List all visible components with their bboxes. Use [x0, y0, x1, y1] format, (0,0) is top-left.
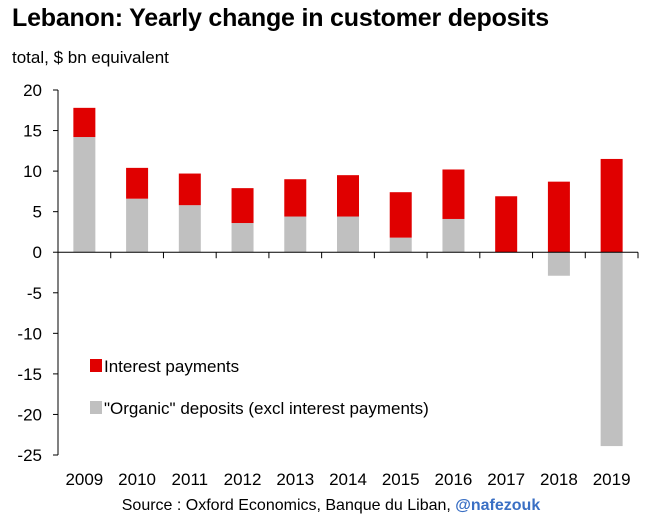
y-tick-label: -25	[17, 446, 42, 465]
y-tick-label: 10	[23, 162, 42, 181]
bar-organic-2014	[337, 216, 359, 253]
bar-interest-2017	[495, 196, 518, 253]
y-tick-label: -10	[17, 324, 42, 343]
x-tick-label: 2009	[65, 470, 103, 489]
bar-organic-2016	[442, 218, 465, 253]
bar-interest-2013	[284, 179, 307, 217]
bar-interest-2010	[126, 167, 149, 199]
bar-organic-2012	[231, 223, 254, 253]
x-tick-label: 2016	[435, 470, 473, 489]
bar-interest-2015	[389, 192, 412, 238]
chart-title: Lebanon: Yearly change in customer depos…	[12, 4, 549, 32]
legend-label: Interest payments	[104, 357, 239, 376]
source-note: Source : Oxford Economics, Banque du Lib…	[0, 497, 662, 515]
bar-organic-2019	[600, 252, 623, 447]
bar-organic-2011	[178, 205, 201, 253]
legend-swatch	[90, 401, 102, 414]
x-tick-label: 2010	[118, 470, 156, 489]
chart-subtitle: total, $ bn equivalent	[12, 48, 169, 67]
x-tick-label: 2017	[487, 470, 525, 489]
x-tick-label: 2014	[329, 470, 367, 489]
legend-swatch	[90, 359, 102, 372]
bar-organic-2018	[547, 252, 570, 276]
bar-interest-2016	[442, 169, 465, 219]
y-tick-label: 15	[23, 122, 42, 141]
y-tick-label: 20	[23, 81, 42, 100]
x-tick-label: 2018	[540, 470, 578, 489]
y-tick-label: -15	[17, 365, 42, 384]
bar-organic-2015	[389, 237, 412, 253]
bar-interest-2019	[600, 158, 623, 253]
y-tick-label: 5	[33, 203, 42, 222]
legend-label: "Organic" deposits (excl interest paymen…	[104, 399, 429, 418]
bar-organic-2010	[126, 198, 149, 253]
author-handle[interactable]: @nafezouk	[455, 497, 541, 514]
bar-organic-2009	[73, 137, 96, 253]
x-tick-label: 2013	[276, 470, 314, 489]
bar-organic-2013	[284, 216, 307, 253]
bar-interest-2018	[547, 181, 570, 253]
y-tick-label: -20	[17, 405, 42, 424]
bar-interest-2012	[231, 188, 254, 224]
source-text: Source : Oxford Economics, Banque du Lib…	[121, 497, 456, 514]
x-tick-label: 2011	[172, 470, 209, 489]
x-tick-label: 2015	[382, 470, 420, 489]
y-tick-label: -5	[27, 284, 42, 303]
bar-interest-2009	[73, 107, 96, 138]
x-tick-label: 2019	[593, 470, 631, 489]
bar-interest-2011	[178, 173, 201, 206]
x-tick-label: 2012	[224, 470, 262, 489]
y-tick-label: 0	[33, 243, 42, 262]
bar-interest-2014	[337, 175, 359, 217]
